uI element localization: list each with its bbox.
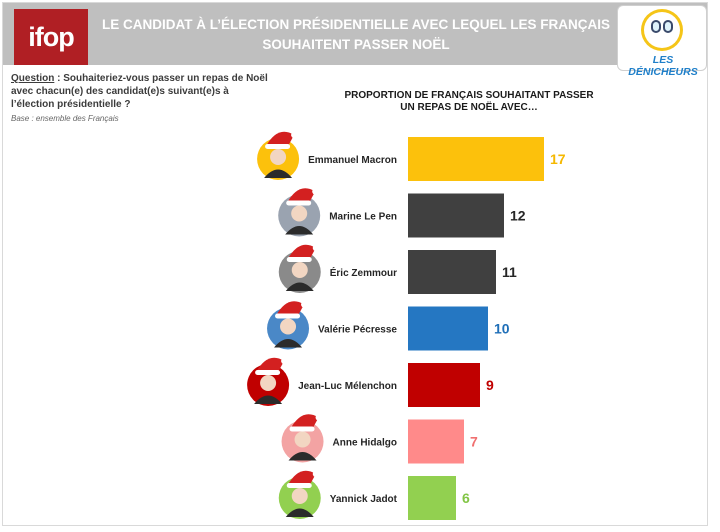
candidate-avatar-5 xyxy=(281,414,324,463)
candidate-avatar-1 xyxy=(278,188,321,237)
chart-title-line2: UN REPAS DE NOËL AVEC… xyxy=(400,102,538,113)
bar-4 xyxy=(408,363,480,407)
bar-value-label-6: 6 xyxy=(462,490,470,506)
header-bar: ifop LE CANDIDAT À L’ÉLECTION PRÉSIDENTI… xyxy=(3,3,707,65)
category-label-0: Emmanuel Macron xyxy=(308,155,397,166)
base-note: Base : ensemble des Français xyxy=(11,114,119,123)
candidate-avatar-0 xyxy=(257,131,300,180)
ifop-logo: ifop xyxy=(14,9,88,65)
question-label: Question xyxy=(11,73,55,84)
candidate-avatar-6 xyxy=(278,470,321,519)
page-title: LE CANDIDAT À L’ÉLECTION PRÉSIDENTIELLE … xyxy=(99,15,613,55)
category-label-1: Marine Le Pen xyxy=(329,212,397,223)
candidate-avatar-3 xyxy=(267,301,310,350)
bar-value-label-4: 9 xyxy=(486,377,494,393)
ifop-logo-text: ifop xyxy=(28,21,74,52)
page-title-line2: SOUHAITENT PASSER NOËL xyxy=(262,37,450,52)
bar-0 xyxy=(408,137,544,181)
chart-title: PROPORTION DE FRANÇAIS SOUHAITANT PASSER… xyxy=(329,90,609,114)
bar-value-label-5: 7 xyxy=(470,434,478,450)
slide: ifop LE CANDIDAT À L’ÉLECTION PRÉSIDENTI… xyxy=(2,2,708,526)
binoculars-icon xyxy=(641,9,683,51)
question-text: Question : Souhaiteriez-vous passer un r… xyxy=(11,72,273,111)
bar-value-label-3: 10 xyxy=(494,321,510,337)
bar-3 xyxy=(408,306,488,351)
chart-title-line1: PROPORTION DE FRANÇAIS SOUHAITANT PASSER xyxy=(344,90,594,101)
partner-logo-text: LES DÉNICHEURS xyxy=(628,54,698,78)
question-body: : Souhaiteriez-vous passer un repas de N… xyxy=(11,73,268,110)
bar-value-label-1: 12 xyxy=(510,208,526,224)
page-title-line1: LE CANDIDAT À L’ÉLECTION PRÉSIDENTIELLE … xyxy=(101,17,611,32)
bar-value-label-2: 11 xyxy=(502,264,517,280)
candidate-avatar-2 xyxy=(278,244,321,293)
eyes-icon xyxy=(651,20,675,36)
bar-6 xyxy=(408,476,456,520)
bar-1 xyxy=(408,193,504,238)
bar-2 xyxy=(408,250,496,294)
category-label-3: Valérie Pécresse xyxy=(318,325,397,336)
category-label-2: Éric Zemmour xyxy=(330,266,397,279)
category-label-5: Anne Hidalgo xyxy=(333,438,397,449)
candidate-avatar-4 xyxy=(247,357,290,406)
bar-value-label-0: 17 xyxy=(550,151,566,167)
les-denicheurs-logo: LES DÉNICHEURS xyxy=(617,5,707,78)
category-label-4: Jean-Luc Mélenchon xyxy=(298,381,397,392)
bar-5 xyxy=(408,419,464,464)
bar-chart: 17 Emmanuel Macron 12 Marine Le Pen 11 Éric Z… xyxy=(247,131,566,520)
category-label-6: Yannick Jadot xyxy=(330,494,398,505)
